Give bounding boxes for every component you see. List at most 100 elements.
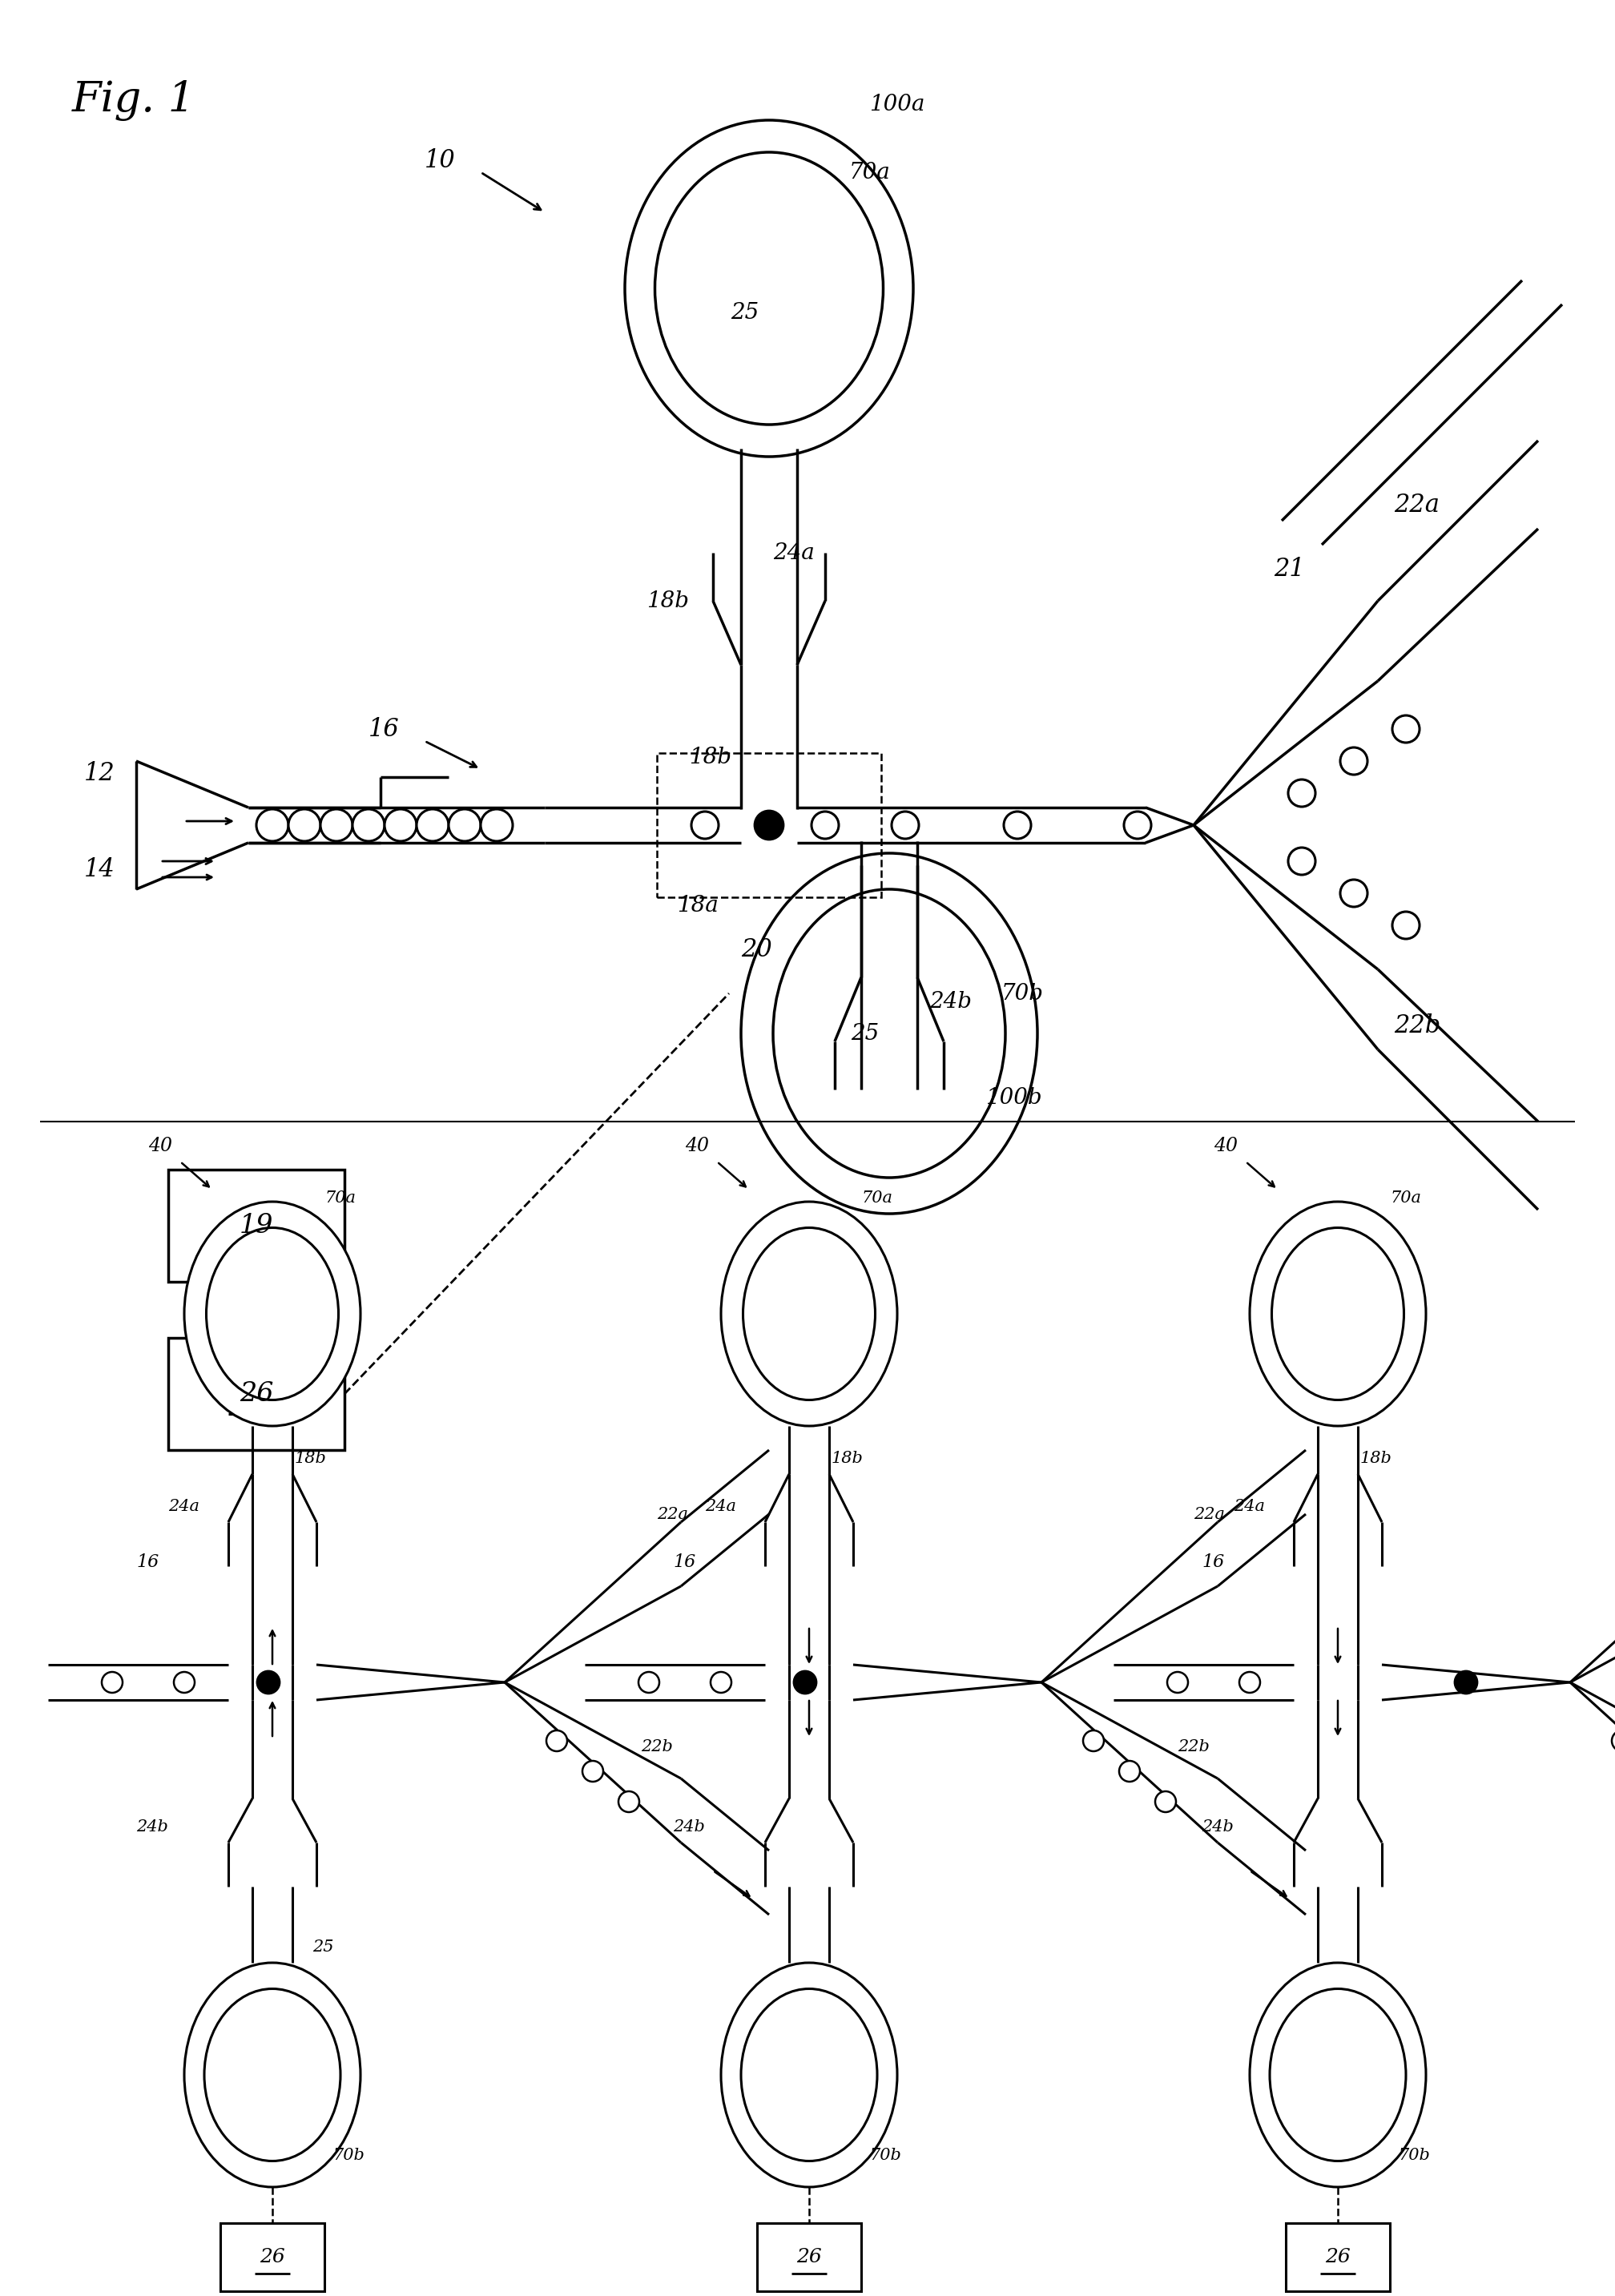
Ellipse shape: [625, 119, 912, 457]
Circle shape: [1340, 879, 1368, 907]
Text: 18b: 18b: [1360, 1451, 1392, 1465]
Circle shape: [1612, 1731, 1615, 1752]
Ellipse shape: [774, 889, 1006, 1178]
Circle shape: [811, 810, 838, 838]
Circle shape: [891, 810, 919, 838]
Bar: [1286, 2223, 1391, 2291]
Text: 18b: 18b: [296, 1451, 326, 1465]
Circle shape: [320, 808, 352, 840]
Circle shape: [1084, 1731, 1105, 1752]
Bar: [168, 1339, 344, 1451]
Circle shape: [754, 810, 783, 840]
Text: 24b: 24b: [673, 1818, 704, 1835]
Text: 18b: 18b: [832, 1451, 864, 1465]
Circle shape: [481, 808, 512, 840]
Text: 19: 19: [239, 1212, 273, 1238]
Text: 40: 40: [149, 1137, 173, 1155]
Text: 24b: 24b: [136, 1818, 168, 1835]
Circle shape: [417, 808, 449, 840]
Circle shape: [1392, 912, 1420, 939]
Circle shape: [795, 1671, 816, 1694]
Ellipse shape: [741, 854, 1037, 1215]
Text: 22a: 22a: [1193, 1506, 1224, 1522]
Bar: [220, 2223, 325, 2291]
Text: 70a: 70a: [325, 1189, 355, 1205]
Text: 16: 16: [368, 716, 399, 742]
Text: Fig. 1: Fig. 1: [73, 80, 195, 122]
Circle shape: [289, 808, 320, 840]
Text: 18b: 18b: [646, 590, 690, 611]
Text: 22b: 22b: [641, 1738, 673, 1754]
Ellipse shape: [1269, 1988, 1407, 2161]
Text: 40: 40: [685, 1137, 709, 1155]
Circle shape: [619, 1791, 640, 1812]
Circle shape: [1239, 1671, 1260, 1692]
Text: 16: 16: [136, 1554, 158, 1570]
Text: 26: 26: [239, 1382, 273, 1407]
Ellipse shape: [720, 1963, 898, 2188]
Text: 25: 25: [851, 1022, 879, 1045]
Text: 16: 16: [673, 1554, 696, 1570]
Text: 22a: 22a: [1394, 491, 1439, 517]
Text: 25: 25: [732, 301, 759, 324]
Circle shape: [1289, 847, 1315, 875]
Ellipse shape: [1271, 1228, 1403, 1401]
Text: 14: 14: [84, 856, 115, 882]
Text: 24a: 24a: [1234, 1499, 1265, 1513]
Text: 24a: 24a: [706, 1499, 736, 1513]
Circle shape: [1455, 1671, 1478, 1694]
Circle shape: [583, 1761, 604, 1782]
Circle shape: [691, 810, 719, 838]
Circle shape: [449, 808, 481, 840]
Circle shape: [1168, 1671, 1189, 1692]
Circle shape: [1289, 778, 1315, 806]
Bar: [757, 2223, 861, 2291]
Text: 18a: 18a: [677, 895, 719, 916]
Circle shape: [1124, 810, 1151, 838]
Circle shape: [546, 1731, 567, 1752]
Ellipse shape: [1250, 1963, 1426, 2188]
Text: 16: 16: [1202, 1554, 1224, 1570]
Ellipse shape: [656, 152, 883, 425]
Circle shape: [1340, 748, 1368, 774]
Ellipse shape: [741, 1988, 877, 2161]
Circle shape: [1119, 1761, 1140, 1782]
Text: 24b: 24b: [929, 990, 972, 1013]
Text: 24a: 24a: [774, 542, 814, 563]
Circle shape: [257, 1671, 279, 1694]
Text: 70a: 70a: [861, 1189, 893, 1205]
Text: 100a: 100a: [869, 94, 925, 115]
Bar: [168, 1169, 344, 1281]
Text: 25: 25: [312, 1940, 334, 1954]
Circle shape: [352, 808, 384, 840]
Text: 22a: 22a: [657, 1506, 688, 1522]
Circle shape: [1005, 810, 1030, 838]
Circle shape: [1392, 716, 1420, 742]
Circle shape: [638, 1671, 659, 1692]
Circle shape: [102, 1671, 123, 1692]
Circle shape: [711, 1671, 732, 1692]
Text: 70b: 70b: [1001, 983, 1043, 1003]
Text: 70a: 70a: [849, 161, 890, 184]
Text: 40: 40: [1213, 1137, 1237, 1155]
Text: 10: 10: [425, 147, 455, 172]
Text: 70a: 70a: [1391, 1189, 1421, 1205]
Ellipse shape: [203, 1988, 341, 2161]
Bar: [657, 753, 882, 898]
Text: 70b: 70b: [333, 2147, 365, 2163]
Text: 26: 26: [260, 2248, 286, 2266]
Text: 21: 21: [1274, 556, 1305, 581]
Ellipse shape: [743, 1228, 875, 1401]
Circle shape: [384, 808, 417, 840]
Text: 22b: 22b: [1394, 1013, 1441, 1038]
Text: 70b: 70b: [869, 2147, 901, 2163]
Circle shape: [257, 808, 289, 840]
Ellipse shape: [720, 1201, 898, 1426]
Ellipse shape: [207, 1228, 339, 1401]
Text: 12: 12: [84, 760, 115, 785]
Text: 20: 20: [741, 937, 772, 962]
Text: 18b: 18b: [690, 746, 732, 767]
Text: 26: 26: [1324, 2248, 1350, 2266]
Ellipse shape: [184, 1963, 360, 2188]
Text: 24b: 24b: [1202, 1818, 1234, 1835]
